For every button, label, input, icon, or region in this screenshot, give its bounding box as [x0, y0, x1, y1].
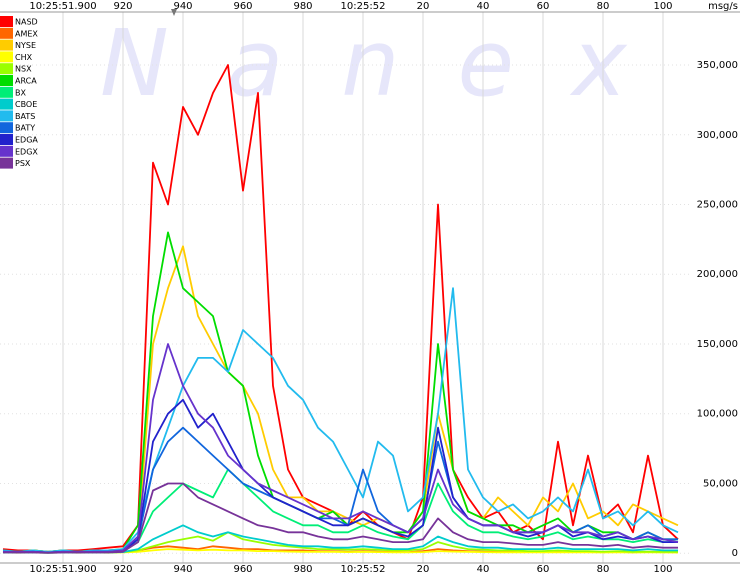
legend-label: CHX	[15, 53, 33, 62]
watermark: Nanex	[100, 10, 685, 117]
x-tick-label-bottom: 920	[113, 564, 132, 575]
x-tick-label-top: 60	[537, 1, 550, 12]
y-tick-label: 100,000	[697, 409, 738, 420]
x-tick-label-top: 980	[293, 1, 312, 12]
legend-label: PSX	[15, 159, 31, 168]
legend-label: NYSE	[15, 41, 36, 50]
x-tick-label-bottom: 40	[477, 564, 490, 575]
legend-swatch	[0, 110, 13, 122]
x-tick-label-bottom: 80	[597, 564, 610, 575]
x-tick-label-bottom: 20	[417, 564, 430, 575]
legend-label: EDGA	[15, 136, 38, 145]
legend-label: NASD	[15, 18, 38, 27]
legend-swatch	[0, 16, 13, 27]
legend-label: AMEX	[15, 29, 38, 38]
legend-label: BATY	[15, 124, 35, 133]
cursor-marker	[171, 9, 177, 16]
y-tick-label: 250,000	[697, 200, 738, 211]
legend-swatch	[0, 86, 13, 98]
y-tick-label: 300,000	[697, 130, 738, 141]
y-tick-label: 200,000	[697, 269, 738, 280]
x-tick-label-top: 940	[173, 1, 192, 12]
legend-swatch	[0, 122, 13, 134]
x-tick-label-bottom: 940	[173, 564, 192, 575]
legend-label: CBOE	[15, 100, 37, 109]
x-tick-label-bottom: 960	[233, 564, 252, 575]
legend-label: BX	[15, 88, 26, 97]
legend-swatch	[0, 157, 13, 169]
y-tick-label: 350,000	[697, 60, 738, 71]
y-tick-label: 0	[732, 548, 738, 559]
x-tick-label-top: 40	[477, 1, 490, 12]
legend-label: EDGX	[15, 147, 38, 156]
legend-label: NSX	[15, 65, 32, 74]
x-tick-label-top: 920	[113, 1, 132, 12]
x-tick-label-bottom: 980	[293, 564, 312, 575]
x-tick-label-bottom: 10:25:51.900	[29, 564, 96, 575]
x-tick-label-bottom: 60	[537, 564, 550, 575]
x-tick-label-top: 80	[597, 1, 610, 12]
y-axis-label: msg/s	[708, 1, 738, 12]
legend-swatch	[0, 39, 13, 51]
x-tick-label-top: 10:25:51.900	[29, 1, 96, 12]
x-tick-label-top: 10:25:52	[341, 1, 386, 12]
legend-swatch	[0, 27, 13, 39]
x-tick-label-bottom: 100	[653, 564, 672, 575]
legend-swatch	[0, 98, 13, 110]
legend-swatch	[0, 75, 13, 86]
legend-label: ARCA	[15, 77, 37, 86]
legend-swatch	[0, 134, 13, 145]
x-tick-label-bottom: 10:25:52	[341, 564, 386, 575]
series-line	[2, 287, 679, 553]
legend: NASD AMEX NYSE CHX NSX ARCA BX CBOE BATS BATY EDGA…	[0, 16, 38, 169]
legend-swatch	[0, 63, 13, 75]
x-tick-label-top: 100	[653, 1, 672, 12]
series-line	[3, 482, 678, 554]
x-tick-label-top: 20	[417, 1, 430, 12]
axes: 10:25:51.900 10:25:51.900 920 920 940 940 960 9…	[29, 1, 738, 575]
x-tick-label-top: 960	[233, 1, 252, 12]
legend-swatch	[0, 51, 13, 63]
series-line	[3, 343, 679, 554]
legend-swatch	[0, 145, 13, 157]
grid	[0, 12, 690, 563]
y-tick-label: 150,000	[697, 339, 738, 350]
plot-lines	[2, 64, 679, 554]
legend-label: BATS	[15, 112, 35, 121]
y-tick-label: 50,000	[703, 478, 738, 489]
